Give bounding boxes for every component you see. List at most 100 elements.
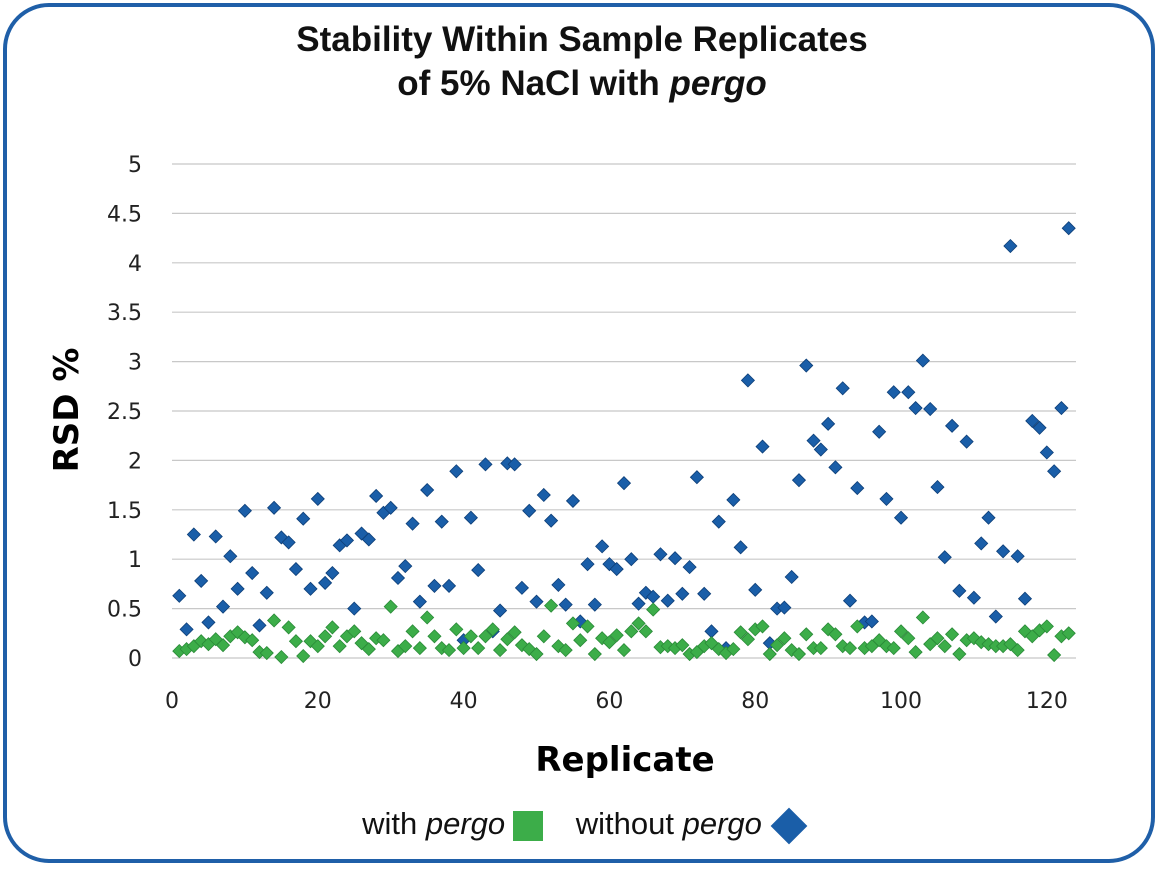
point-with-pergo-25: [347, 624, 362, 639]
point-without-pergo-109: [959, 434, 974, 449]
data-points: [172, 221, 1076, 665]
point-without-pergo-48: [514, 580, 530, 595]
x-tick-label: 120: [1026, 689, 1068, 714]
point-without-pergo-9: [230, 581, 245, 596]
point-with-pergo-55: [565, 616, 581, 631]
point-with-pergo-18: [296, 648, 311, 664]
x-tick-label: 40: [450, 689, 478, 714]
point-with-pergo-40: [456, 641, 471, 656]
point-with-pergo-102: [908, 645, 923, 660]
point-with-pergo-116: [1010, 643, 1025, 658]
point-without-pergo-118: [1025, 413, 1040, 428]
point-with-pergo-105: [930, 631, 945, 646]
point-without-pergo-24: [339, 533, 355, 548]
point-without-pergo-72: [689, 470, 704, 485]
y-tick-label: 5: [128, 153, 142, 178]
point-without-pergo-87: [799, 358, 814, 373]
point-without-pergo-41: [463, 510, 478, 525]
point-without-pergo-14: [266, 500, 282, 515]
point-without-pergo-113: [988, 609, 1003, 624]
point-without-pergo-67: [653, 547, 668, 562]
point-without-pergo-1: [172, 588, 187, 603]
point-without-pergo-32: [398, 559, 413, 574]
legend-item-without: without pergo: [576, 805, 808, 845]
point-with-pergo-87: [799, 627, 814, 642]
point-without-pergo-3: [186, 527, 201, 542]
point-without-pergo-28: [369, 488, 384, 504]
y-tick-label: 1.5: [107, 499, 142, 524]
point-with-pergo-35: [420, 610, 435, 625]
point-with-pergo-99: [886, 641, 901, 656]
point-with-pergo-65: [638, 624, 653, 639]
point-without-pergo-52: [544, 513, 559, 528]
point-with-pergo-13: [259, 645, 274, 661]
gridlines: [172, 163, 1076, 659]
x-axis-title: Replicate: [535, 740, 714, 780]
point-with-pergo-101: [901, 631, 916, 646]
point-with-pergo-47: [507, 625, 522, 640]
x-tick-label: 80: [741, 689, 769, 714]
point-with-pergo-44: [485, 622, 500, 637]
point-without-pergo-112: [981, 510, 996, 525]
point-without-pergo-42: [471, 563, 486, 578]
point-with-pergo-16: [281, 620, 296, 635]
point-without-pergo-13: [259, 585, 274, 600]
point-with-pergo-63: [624, 624, 639, 639]
point-without-pergo-115: [1003, 238, 1018, 254]
point-with-pergo-15: [274, 649, 289, 665]
point-with-pergo-84: [777, 631, 792, 646]
point-without-pergo-80: [748, 582, 763, 597]
chart-title-line2-italic: pergo: [669, 64, 767, 103]
legend-without-italic: pergo: [682, 805, 762, 841]
point-without-pergo-31: [390, 570, 406, 586]
point-with-pergo-86: [791, 646, 807, 662]
point-with-pergo-106: [937, 639, 952, 654]
point-without-pergo-4: [194, 573, 209, 589]
point-without-pergo-58: [587, 597, 602, 612]
point-with-pergo-33: [405, 624, 420, 639]
point-without-pergo-91: [828, 460, 843, 475]
point-with-pergo-22: [325, 620, 340, 635]
point-without-pergo-27: [361, 532, 376, 547]
point-with-pergo-120: [1039, 619, 1054, 634]
point-without-pergo-74: [704, 624, 719, 639]
point-without-pergo-47: [507, 457, 522, 472]
point-without-pergo-110: [966, 590, 982, 605]
point-with-pergo-45: [492, 643, 508, 658]
point-with-pergo-121: [1047, 647, 1062, 663]
point-with-pergo-81: [755, 619, 770, 634]
point-with-pergo-11: [245, 633, 260, 648]
point-with-pergo-50: [529, 646, 544, 662]
point-without-pergo-8: [223, 549, 238, 564]
point-with-pergo-62: [616, 643, 632, 658]
point-with-pergo-89: [813, 641, 828, 656]
point-without-pergo-108: [952, 583, 967, 598]
point-without-pergo-71: [682, 560, 697, 575]
y-tick-label: 3.5: [107, 301, 142, 326]
point-without-pergo-73: [697, 586, 712, 601]
point-without-pergo-51: [536, 487, 551, 503]
point-without-pergo-19: [303, 581, 318, 596]
chart-title-line2: of 5% NaCl with pergo: [0, 62, 1164, 106]
point-without-pergo-123: [1061, 221, 1076, 236]
point-without-pergo-43: [478, 457, 493, 472]
x-tick-label: 100: [880, 689, 922, 714]
point-without-pergo-12: [252, 618, 267, 633]
point-with-pergo-54: [558, 643, 573, 658]
point-without-pergo-85: [784, 569, 799, 585]
point-without-pergo-100: [893, 510, 909, 525]
point-without-pergo-10: [237, 503, 252, 518]
point-without-pergo-69: [667, 551, 683, 566]
point-without-pergo-64: [631, 596, 646, 611]
point-without-pergo-16: [281, 535, 296, 550]
point-without-pergo-55: [565, 493, 581, 508]
point-with-pergo-46: [500, 632, 515, 647]
point-with-pergo-23: [332, 639, 347, 654]
point-without-pergo-63: [624, 552, 639, 567]
point-without-pergo-77: [726, 492, 741, 507]
point-with-pergo-14: [266, 613, 282, 628]
point-with-pergo-30: [383, 599, 398, 614]
point-with-pergo-70: [675, 638, 690, 653]
point-without-pergo-37: [434, 514, 449, 529]
